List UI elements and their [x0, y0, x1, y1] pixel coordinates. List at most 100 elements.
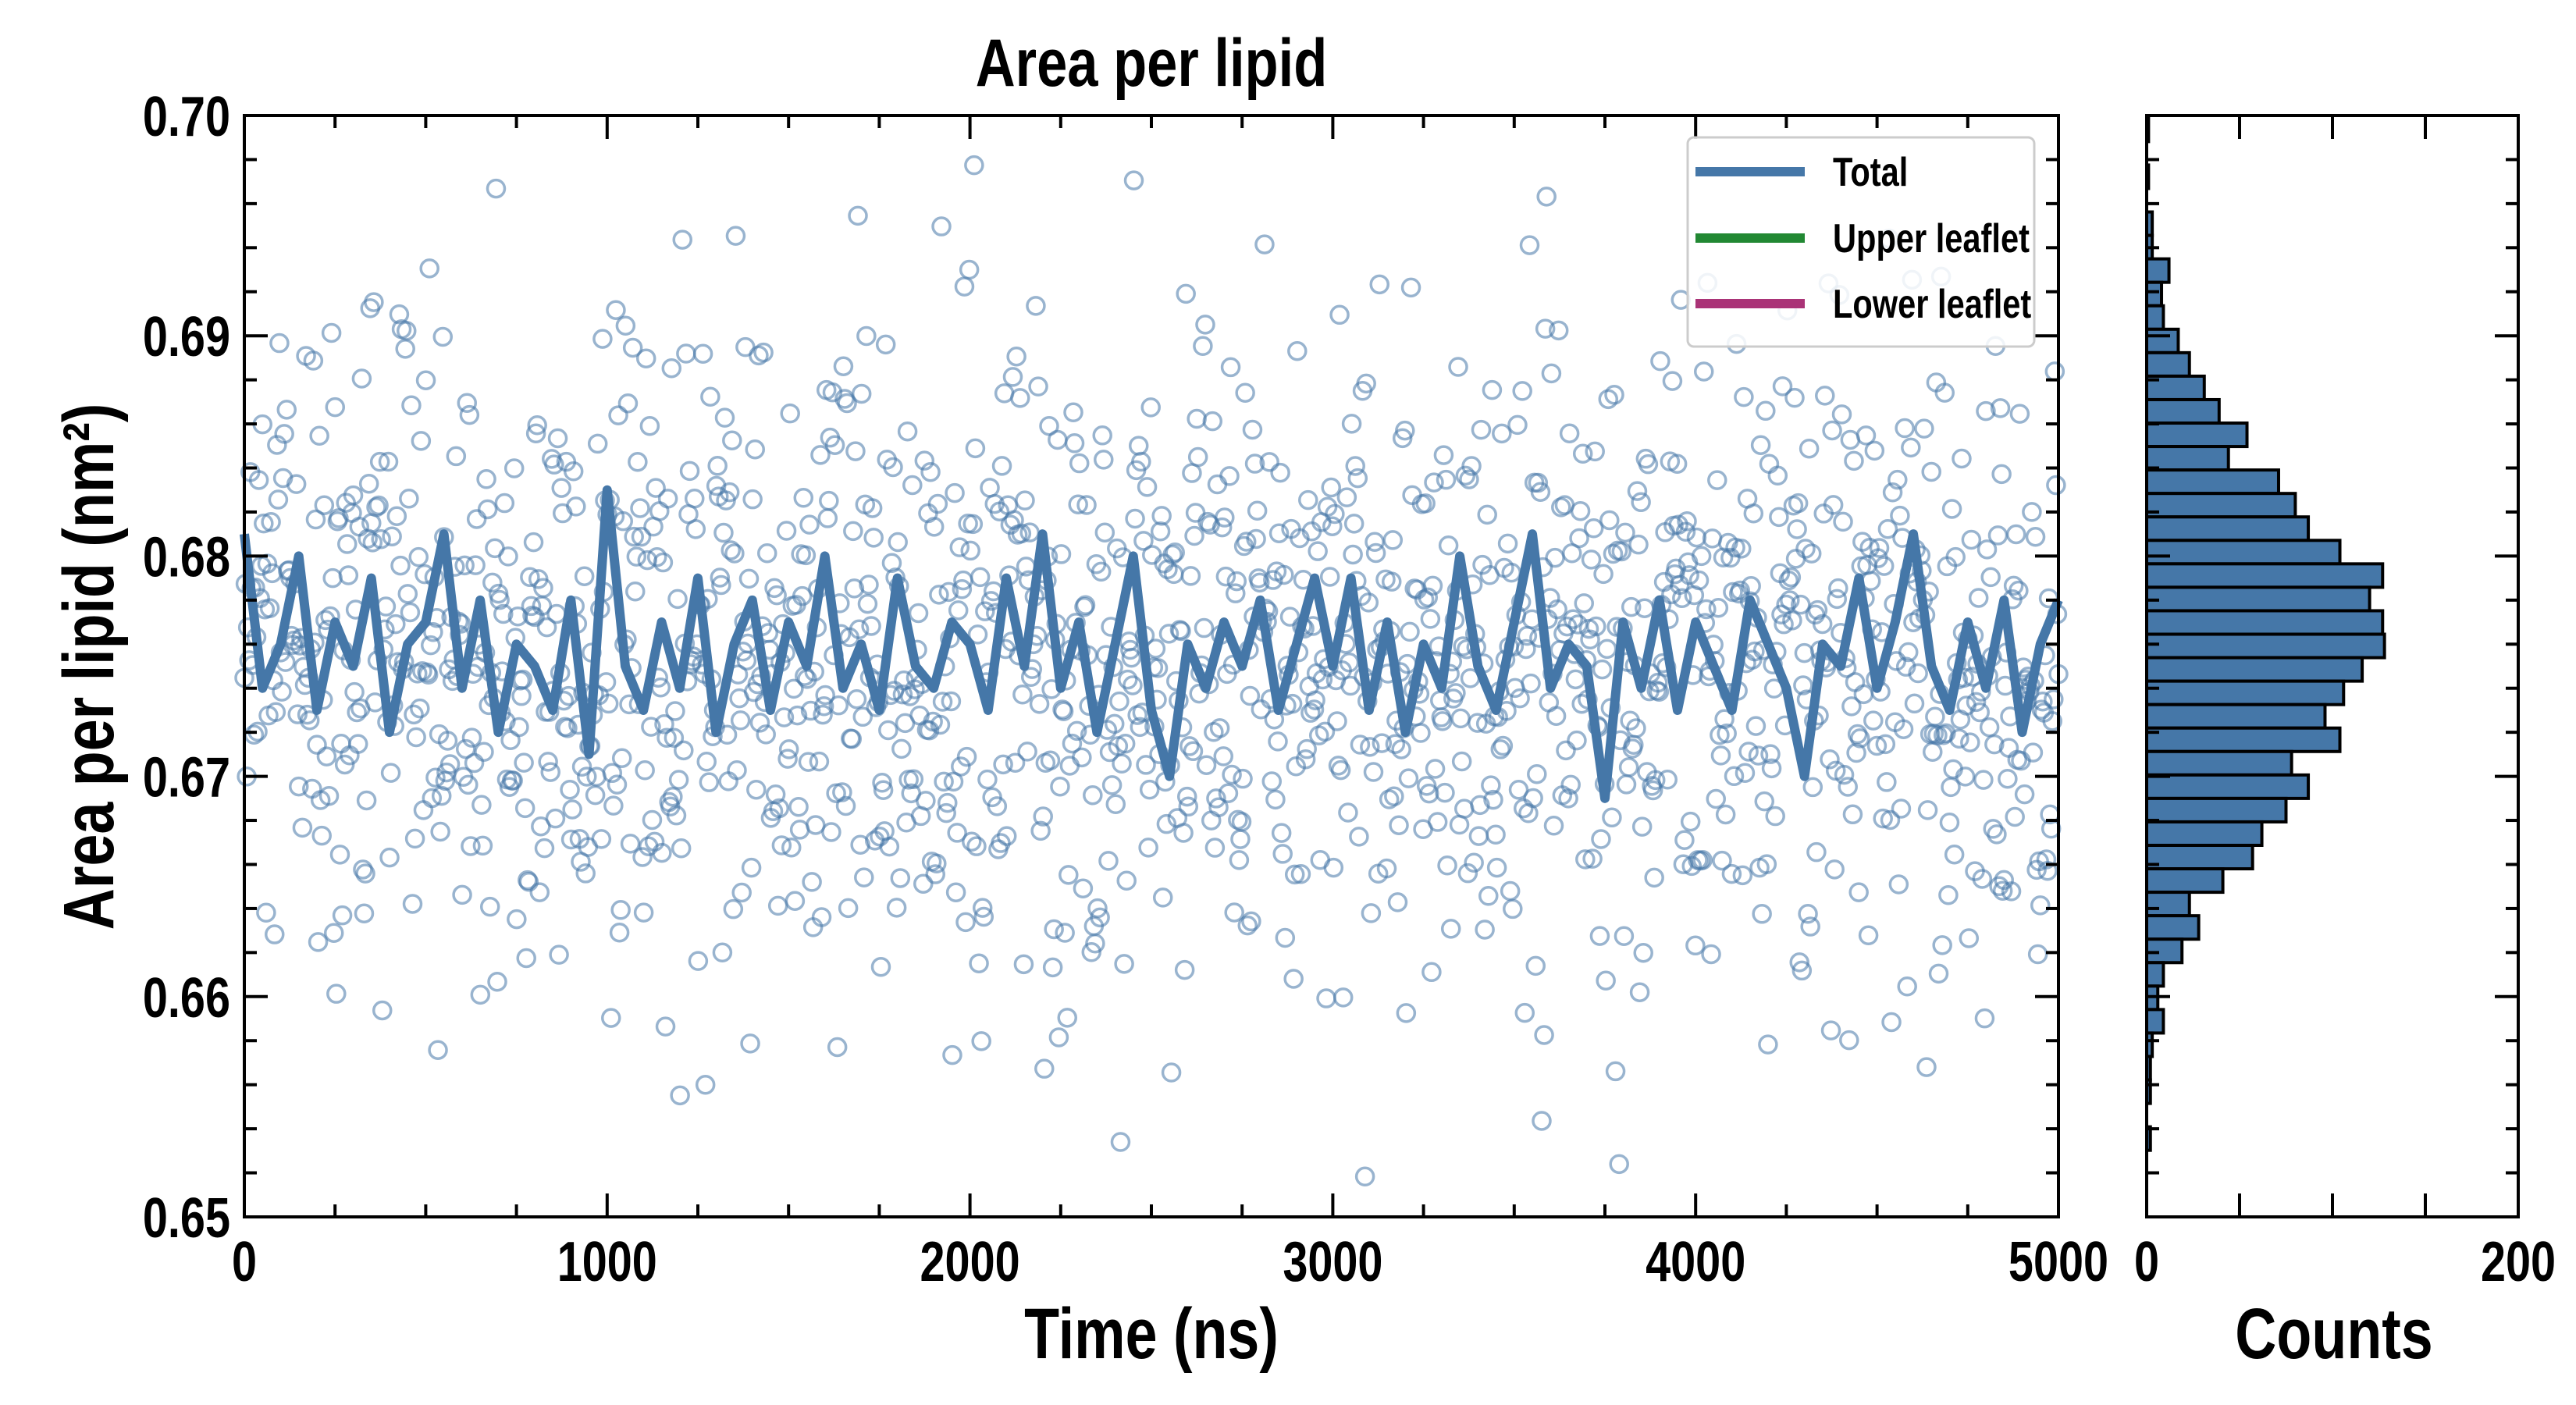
scatter-point	[1053, 701, 1074, 721]
scatter-point	[1017, 742, 1037, 762]
scatter-point	[1438, 535, 1459, 556]
scatter-point	[1691, 546, 1712, 567]
scatter-point	[852, 706, 873, 727]
scatter-point	[1193, 336, 1213, 357]
scatter-point	[724, 543, 745, 564]
scatter-point	[439, 754, 461, 774]
x-tick-label: 0	[232, 1230, 257, 1293]
scatter-point	[380, 763, 401, 783]
scatter-point	[1015, 490, 1035, 510]
scatter-point	[1589, 926, 1610, 946]
histogram-bar	[2145, 327, 2180, 354]
scatter-point	[1073, 878, 1094, 898]
scatter-point	[419, 258, 439, 279]
scatter-point	[1675, 521, 1696, 542]
scatter-point	[1638, 454, 1659, 475]
scatter-point	[325, 397, 346, 418]
scatter-point	[1519, 235, 1540, 255]
scatter-point	[421, 635, 441, 656]
scatter-point	[428, 1040, 448, 1060]
scatter-point	[1171, 621, 1191, 642]
scatter-point	[1436, 469, 1457, 490]
scatter-point	[606, 300, 626, 320]
histogram-bar	[2145, 726, 2342, 753]
scatter-point	[1662, 371, 1683, 391]
scatter-point	[908, 603, 929, 624]
histogram-bar	[2145, 585, 2371, 613]
scatter-point	[268, 489, 289, 510]
scatter-point	[657, 489, 678, 509]
scatter-point	[1901, 437, 1921, 458]
scatter-point	[955, 912, 976, 933]
scatter-point	[303, 350, 324, 371]
scatter-point	[1921, 461, 1941, 482]
histogram-bar	[2145, 492, 2297, 519]
scatter-point	[1059, 756, 1080, 776]
legend-label-lower-leaflet: Lower leaflet	[1833, 281, 2032, 327]
x-tick-label: 1000	[557, 1230, 657, 1293]
scatter-point	[1772, 376, 1793, 397]
scatter-point	[960, 540, 980, 561]
scatter-point	[891, 738, 912, 759]
scatter-point	[549, 944, 569, 965]
scatter-point	[2027, 944, 2048, 965]
scatter-point	[369, 451, 390, 472]
scatter-point	[1033, 806, 1053, 827]
scatter-point	[256, 902, 276, 923]
scatter-point	[1756, 400, 1776, 422]
histogram-bar	[2145, 304, 2165, 331]
scatter-point	[723, 898, 744, 919]
scatter-point	[577, 767, 597, 787]
scatter-point	[432, 326, 454, 347]
scatter-point	[1121, 647, 1142, 668]
scatter-point	[1254, 234, 1275, 254]
scatter-point	[1424, 472, 1444, 493]
scatter-point	[1457, 863, 1478, 884]
scatter-point	[259, 598, 280, 618]
histogram-bar	[2145, 468, 2280, 496]
scatter-point	[1738, 742, 1759, 762]
scatter-point	[1891, 799, 1912, 819]
scatter-point	[641, 717, 661, 737]
scatter-point	[927, 853, 947, 874]
scatter-point	[1137, 477, 1158, 497]
scatter-point	[665, 701, 685, 721]
scatter-point	[1123, 170, 1144, 190]
scatter-point	[1347, 468, 1368, 489]
scatter-point	[1820, 749, 1840, 770]
scatter-point	[1875, 734, 1896, 755]
scatter-point	[1098, 851, 1119, 871]
scatter-point	[395, 339, 415, 359]
scatter-point	[1471, 419, 1492, 440]
scatter-point	[854, 867, 874, 887]
scatter-point	[1194, 617, 1215, 638]
scatter-point	[322, 567, 343, 589]
scatter-point	[670, 1085, 690, 1106]
histogram-x-axis-label: Counts	[2235, 1293, 2432, 1374]
scatter-point	[1212, 517, 1233, 538]
scatter-point	[1209, 718, 1230, 738]
scatter-point	[1492, 423, 1512, 444]
scatter-point	[902, 475, 923, 496]
scatter-point	[1543, 816, 1564, 836]
scatter-point	[1131, 451, 1151, 472]
scatter-point	[1485, 824, 1506, 845]
scatter-point	[1165, 542, 1185, 563]
scatter-point	[788, 796, 809, 817]
scatter-point	[1923, 742, 1943, 762]
scatter-point	[1866, 735, 1888, 756]
scatter-point	[1224, 902, 1244, 923]
scatter-point	[1363, 762, 1384, 782]
scatter-point	[969, 953, 989, 973]
scatter-point	[811, 907, 832, 927]
scatter-point	[1372, 733, 1393, 753]
scatter-point	[800, 700, 821, 721]
scatter-point	[1508, 780, 1529, 800]
histogram-bar	[2145, 539, 2342, 566]
scatter-point	[1398, 768, 1419, 788]
scatter-point	[1332, 987, 1354, 1008]
x-tick-label: 2000	[920, 1230, 1020, 1293]
scatter-point	[2030, 895, 2051, 916]
scatter-point	[1427, 812, 1448, 832]
scatter-point	[2046, 475, 2066, 496]
